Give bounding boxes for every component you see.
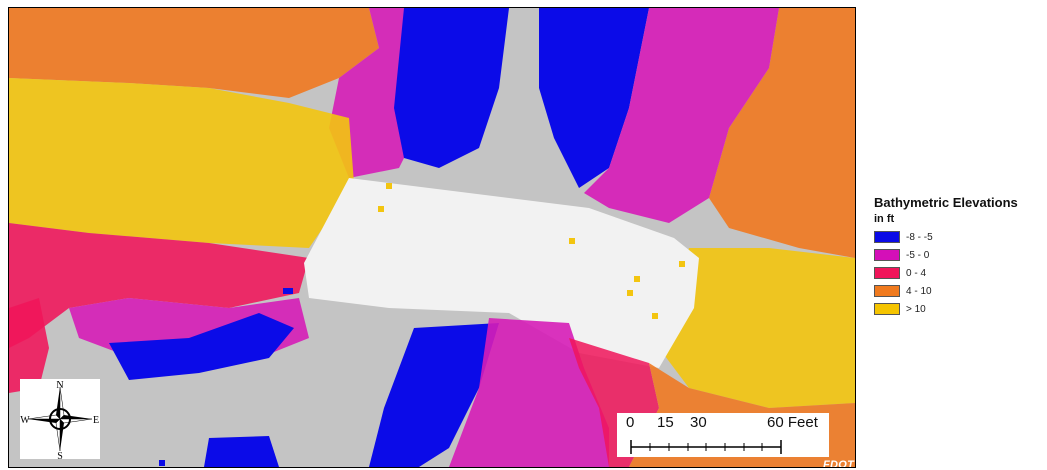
scale-bar-graphic [630, 440, 782, 454]
pixel-yellow [627, 290, 633, 296]
north-arrow: N S E W [20, 379, 100, 462]
pixel-yellow [378, 206, 384, 212]
compass-rose-icon: N S E W [20, 380, 99, 462]
bridge-deck [304, 178, 699, 368]
zone-red-left [9, 223, 309, 348]
pixel-yellow [652, 313, 658, 319]
zone-blue-bottom-patch [204, 436, 279, 467]
zone-blue-top-right [539, 8, 649, 188]
legend-item: > 10 [874, 301, 1044, 317]
compass-n: N [56, 380, 63, 391]
legend-items: -8 - -5 -5 - 0 0 - 4 4 - 10 > 10 [874, 229, 1044, 317]
legend-swatch [874, 267, 900, 279]
legend-item: 4 - 10 [874, 283, 1044, 299]
legend-swatch [874, 303, 900, 315]
zone-red-lower-left [9, 298, 49, 393]
compass-w: W [20, 415, 30, 426]
legend-swatch [874, 285, 900, 297]
zone-blue-bottom-left [369, 323, 499, 467]
zone-magenta-top-right [584, 8, 779, 223]
bathymetry-map [9, 8, 855, 467]
pixel-yellow [634, 276, 640, 282]
legend-item: 0 - 4 [874, 265, 1044, 281]
legend: Bathymetric Elevations in ft -8 - -5 -5 … [874, 195, 1044, 319]
legend-label: -5 - 0 [906, 249, 930, 261]
legend-subtitle: in ft [874, 213, 895, 225]
zone-orange-top-left [9, 8, 379, 98]
zone-magenta-top-left [329, 8, 419, 178]
pixel-yellow [569, 238, 575, 244]
zone-orange-top-right [709, 8, 855, 258]
map-canvas[interactable]: N S E W 0 15 30 60 Feet FDOT [8, 7, 856, 468]
compass-e: E [93, 415, 99, 426]
legend-title: Bathymetric Elevations [874, 195, 1018, 210]
legend-label: 4 - 10 [906, 285, 932, 297]
pixel-yellow [386, 183, 392, 189]
scale-bar: 0 15 30 60 Feet [617, 413, 829, 457]
zone-yellow-road [9, 78, 354, 248]
pixel-blue [283, 288, 293, 294]
legend-item: -5 - 0 [874, 247, 1044, 263]
zone-yellow-road-east [659, 248, 855, 408]
scale-tick-15: 15 [657, 414, 674, 431]
legend-swatch [874, 231, 900, 243]
pixel-blue [159, 460, 165, 466]
legend-item: -8 - -5 [874, 229, 1044, 245]
zone-blue-left-lower [109, 313, 294, 380]
legend-label: > 10 [906, 303, 926, 315]
zone-blue-top-left [394, 8, 509, 168]
pixel-yellow [679, 261, 685, 267]
compass-s: S [57, 451, 63, 459]
legend-swatch [874, 249, 900, 261]
scale-tick-30: 30 [690, 414, 707, 431]
map-credit: FDOT [823, 459, 855, 468]
legend-label: 0 - 4 [906, 267, 927, 279]
scale-tick-0: 0 [626, 414, 635, 431]
scale-end-label: 60 Feet [767, 414, 818, 431]
zone-magenta-bottom-center [449, 318, 609, 467]
legend-label: -8 - -5 [906, 231, 933, 243]
